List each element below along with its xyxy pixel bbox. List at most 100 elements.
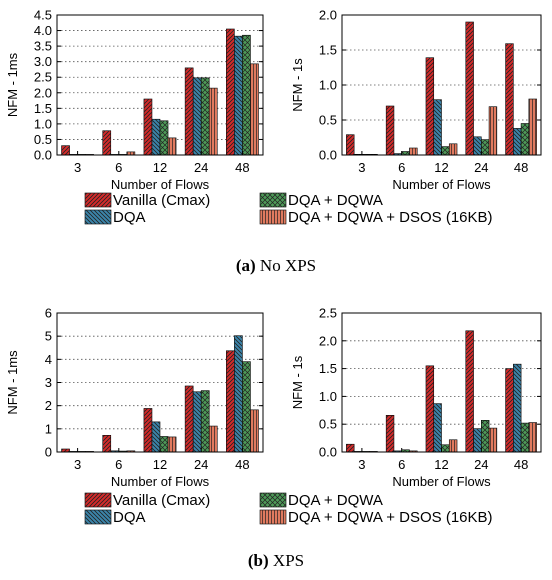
y-axis-label: NFM - 1ms [5, 350, 20, 415]
bar-hatch [209, 88, 218, 155]
bar-hatch [201, 77, 210, 155]
bar-hatch [126, 151, 135, 155]
bar-hatch [433, 99, 442, 155]
bar-hatch [151, 119, 160, 155]
legend-swatch-hatch [260, 193, 286, 207]
bar-hatch [61, 448, 70, 452]
legend-swatch-hatch [260, 510, 286, 524]
x-tick-label: 3 [358, 457, 365, 472]
bar-hatch [409, 450, 418, 452]
bar-hatch [521, 123, 529, 155]
bar-hatch [160, 436, 169, 452]
legend-label: DQA + DQWA [288, 492, 383, 509]
bar-hatch [126, 450, 135, 452]
bar-hatch [401, 151, 410, 155]
y-axis-label: NFM - 1ms [5, 52, 20, 117]
x-tick-label: 3 [358, 160, 365, 175]
figure-caption: (a) No XPS [236, 256, 316, 275]
y-axis-label: NFM - 1s [290, 355, 305, 409]
y-tick-label: 1.0 [319, 389, 337, 404]
y-tick-label: 0.5 [319, 113, 337, 128]
caption-letter: (a) [236, 256, 256, 275]
legend-swatch-hatch [260, 493, 286, 507]
bar-hatch [250, 63, 259, 155]
y-tick-label: 4.5 [34, 8, 52, 23]
x-tick-label: 48 [514, 457, 528, 472]
bar-hatch [346, 134, 355, 155]
y-tick-label: 0 [45, 445, 52, 460]
bar-hatch [449, 143, 458, 155]
bar-hatch [513, 128, 522, 155]
bar-hatch [160, 120, 169, 155]
y-tick-label: 3.0 [34, 54, 52, 69]
x-tick-label: 3 [74, 457, 81, 472]
bar-hatch [143, 408, 152, 452]
bar-hatch [226, 350, 235, 452]
legend-label: DQA + DQWA + DSOS (16KB) [288, 209, 493, 226]
charts-group: 0.00.51.01.52.02.53.03.54.04.53 6 12 24 48Nu… [5, 8, 542, 489]
caption-letter: (b) [248, 551, 269, 570]
x-tick-label: 24 [194, 160, 208, 175]
x-tick-label: 24 [474, 457, 488, 472]
chart-panel-b-right: 0.0 0.5 1.0 1.5 2.0 2.5 3 6 12 24 48 Number of Flow… [290, 306, 542, 489]
bar-hatch [528, 422, 537, 452]
bar-hatch [143, 99, 152, 155]
bar-hatch [226, 29, 235, 155]
legend-swatch-hatch [85, 210, 111, 224]
bar-hatch [102, 435, 111, 452]
bar-hatch [425, 57, 434, 156]
bar-hatch [168, 436, 177, 452]
bar-hatch [465, 330, 474, 452]
y-tick-label: 1 [45, 421, 52, 436]
y-axis-label: NFM - 1s [290, 58, 305, 112]
chart-panel-a-right: 0.0 0.5 1.0 1.5 2.0 3 6 12 24 48 Number of Flows NF… [290, 8, 542, 192]
x-tick-label: 48 [514, 160, 528, 175]
bar-hatch [489, 106, 497, 155]
bar-hatch [234, 335, 243, 452]
x-tick-label: 6 [115, 457, 122, 472]
x-tick-label: 48 [235, 457, 249, 472]
plot-frame [341, 14, 542, 156]
y-tick-label: 2.0 [319, 333, 337, 348]
y-tick-label: 0.0 [319, 148, 337, 163]
bar-hatch [425, 365, 434, 452]
bar-hatch [441, 444, 450, 452]
bar-hatch [505, 368, 514, 452]
x-axis-label: Number of Flows [111, 474, 210, 489]
x-axis-label: Number of Flows [392, 474, 491, 489]
y-tick-label: 2.5 [34, 70, 52, 85]
x-tick-label: 24 [474, 160, 488, 175]
legend-label: DQA [113, 509, 146, 526]
y-tick-label: 1.0 [319, 78, 337, 93]
bar-hatch [449, 439, 458, 452]
bar-hatch [473, 428, 482, 452]
chart-panel-a-left: 0.00.51.01.52.02.53.03.54.04.5 3 6 12 24 48 Nu… [5, 8, 264, 192]
x-axis-label: Number of Flows [392, 177, 491, 192]
plot-frame [56, 14, 264, 156]
bar-hatch [489, 428, 497, 452]
bar-hatch [386, 415, 394, 452]
caption-text: No XPS [256, 256, 316, 275]
bar-hatch [151, 421, 160, 452]
y-tick-label: 1.5 [319, 361, 337, 376]
legend-label: DQA [113, 209, 146, 226]
legend-swatch-hatch [85, 193, 111, 207]
y-tick-label: 2.0 [319, 8, 337, 23]
x-tick-label: 24 [194, 457, 208, 472]
x-tick-label: 12 [153, 160, 167, 175]
y-tick-label: 1.5 [319, 43, 337, 58]
x-tick-label: 3 [74, 160, 81, 175]
x-tick-label: 6 [398, 160, 405, 175]
bar-hatch [102, 130, 111, 155]
y-tick-label: 2.0 [34, 85, 52, 100]
y-tick-label: 0.0 [319, 445, 337, 460]
legend-swatch-hatch [85, 493, 111, 507]
figure-caption: (b) XPS [248, 551, 304, 570]
y-tick-label: 2 [45, 398, 52, 413]
bar-hatch [513, 364, 522, 452]
